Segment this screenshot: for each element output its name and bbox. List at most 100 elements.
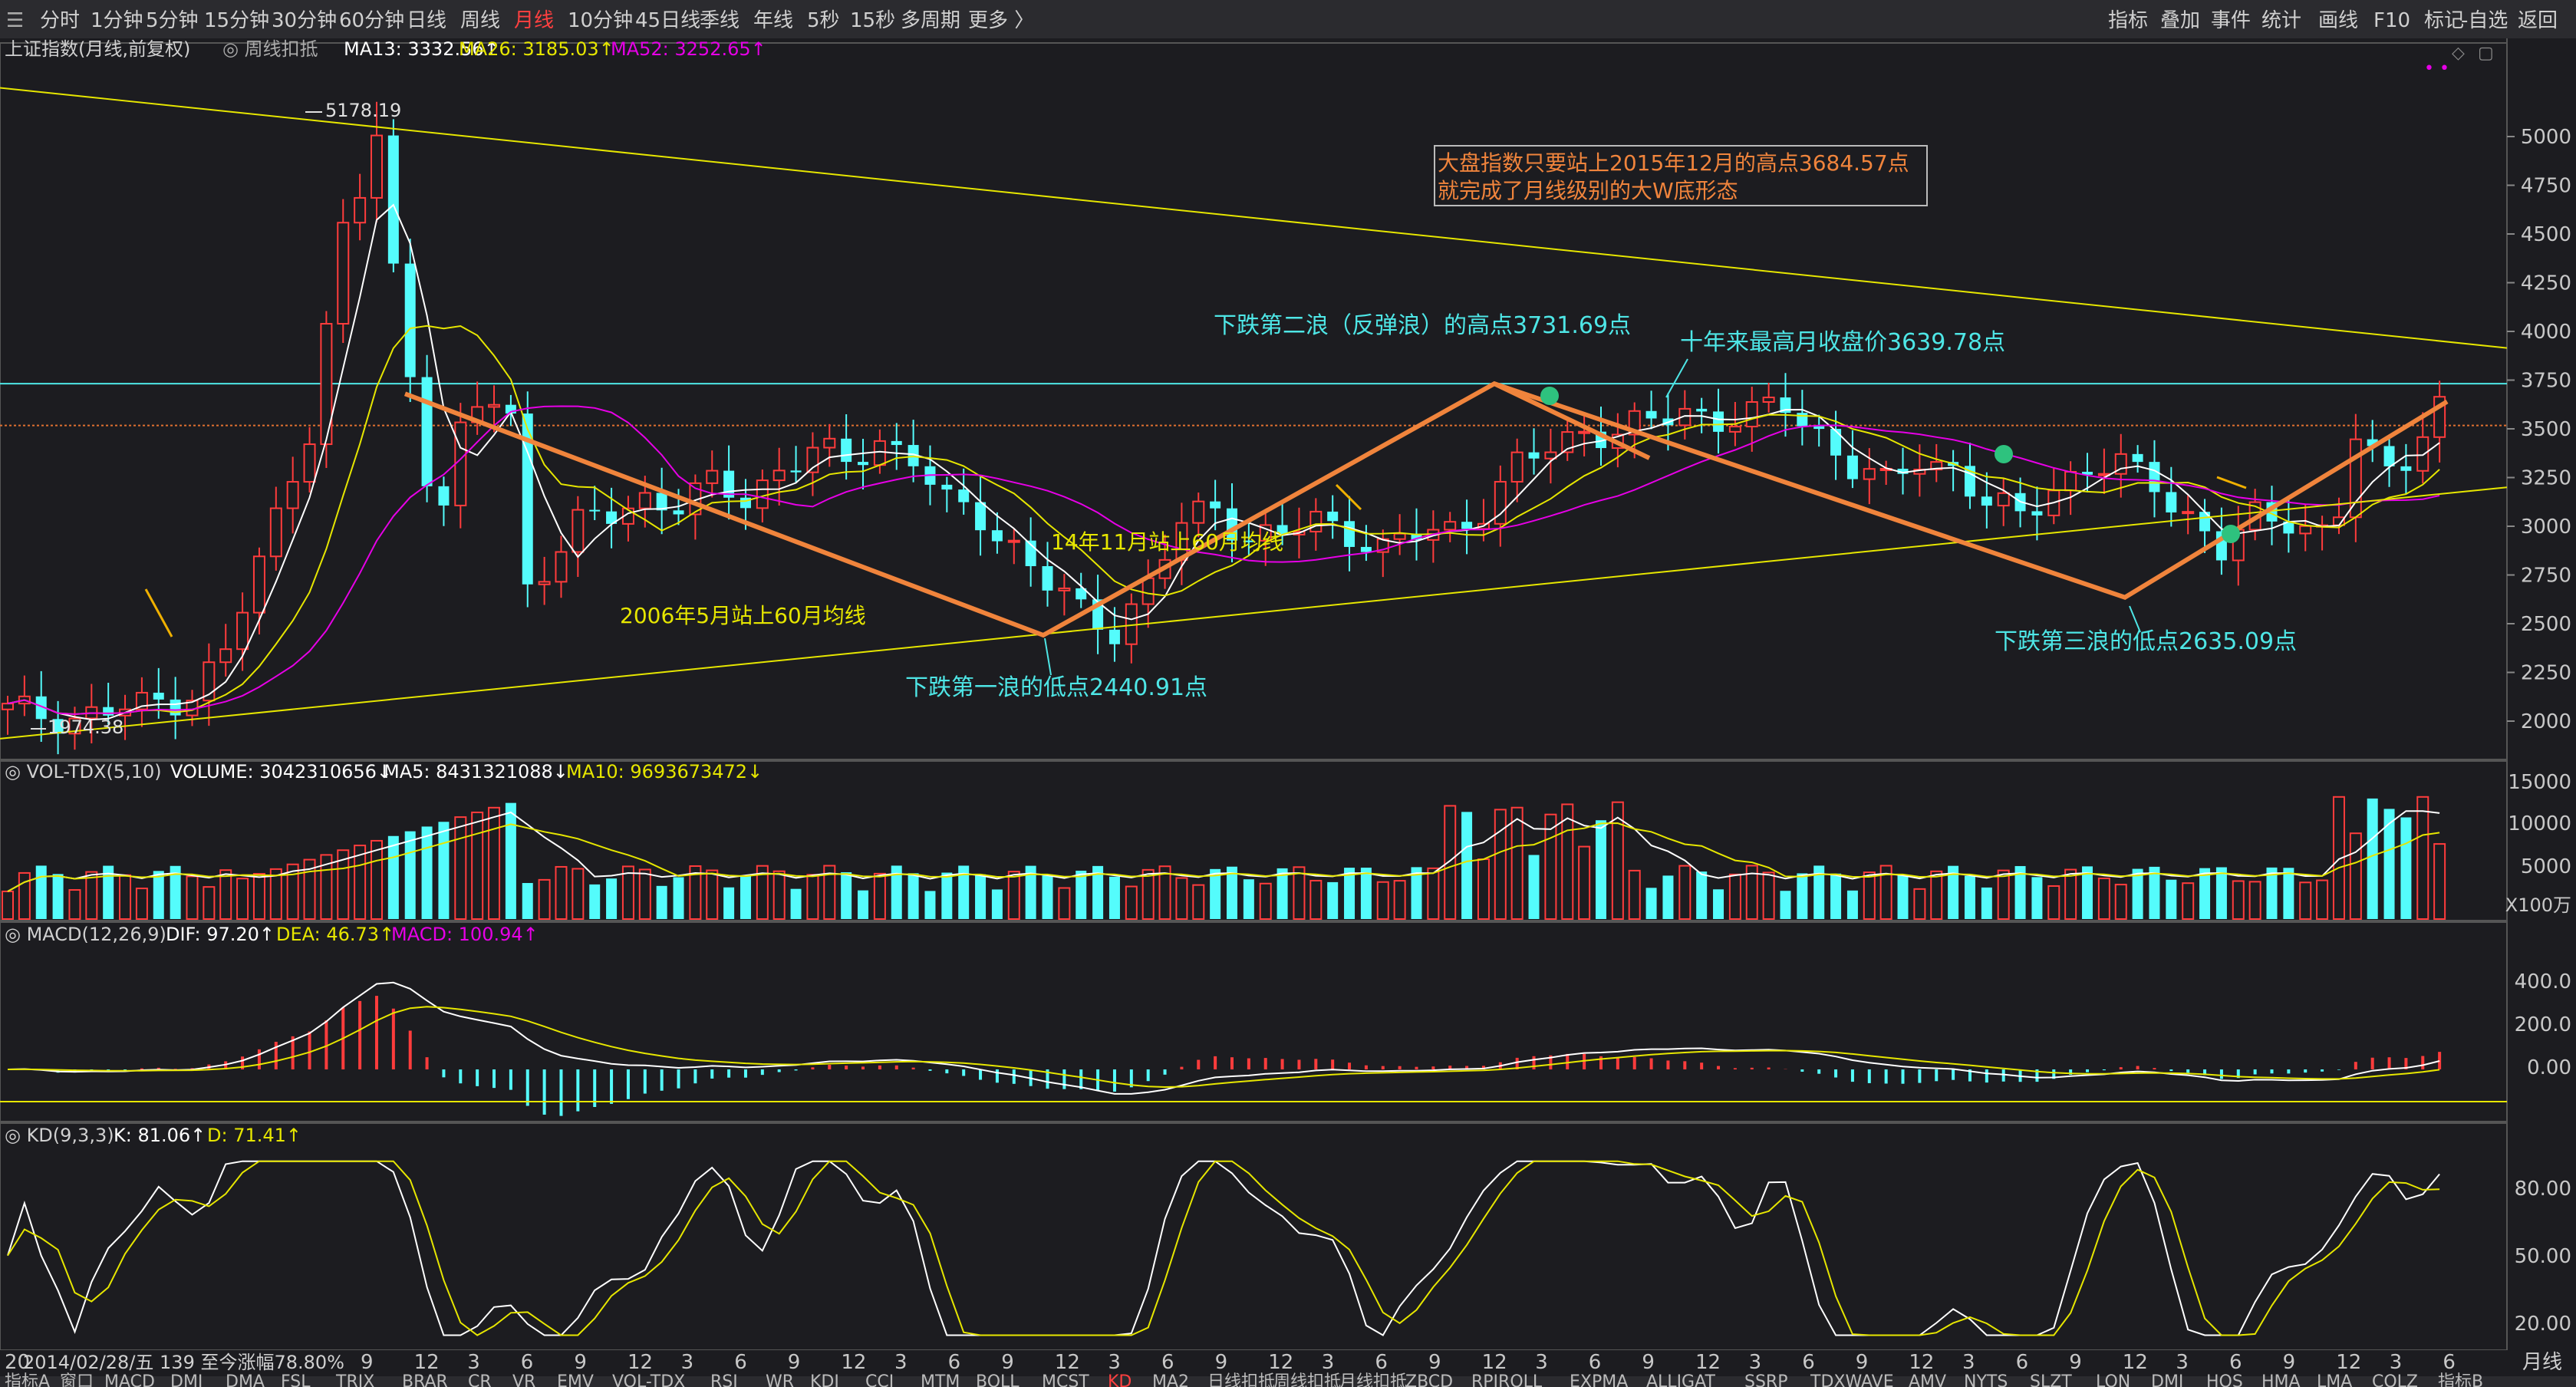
volume-bar <box>1678 865 1692 921</box>
candle-body <box>638 492 651 509</box>
period-tab[interactable]: 日线 <box>407 9 446 32</box>
candle-body <box>673 510 684 515</box>
period-tab[interactable]: 60分钟 <box>339 9 404 32</box>
period-tab[interactable]: 季线 <box>700 9 740 32</box>
toolbar-button[interactable]: F10 <box>2373 9 2410 32</box>
volume-bar <box>1042 875 1053 919</box>
indicator-tab[interactable]: SLZT <box>2030 1372 2072 1387</box>
indicator-tab[interactable]: 指标B <box>2438 1372 2483 1387</box>
x-tick-label: 3 <box>2390 1351 2403 1374</box>
volume-bar <box>1879 865 1892 920</box>
period-tab[interactable]: 30分钟 <box>272 9 337 32</box>
indicator-tab[interactable]: WR <box>766 1372 794 1387</box>
candle-body <box>1745 401 1758 428</box>
period-tab[interactable]: 年线 <box>753 9 793 32</box>
volume-bar <box>488 806 501 921</box>
indicator-tab[interactable]: DMI <box>170 1372 203 1387</box>
volume-bar <box>1344 868 1356 919</box>
indicator-tab[interactable]: RSI <box>710 1372 738 1387</box>
candle-body <box>1444 521 1457 531</box>
indicator-tab[interactable]: 指标A <box>5 1372 50 1387</box>
toolbar-button[interactable]: 统计 <box>2261 9 2301 32</box>
period-tab[interactable]: 更多 〉 <box>968 9 1034 32</box>
indicator-tab[interactable]: EXPMA <box>1570 1372 1628 1387</box>
indicator-tab[interactable]: FSL <box>281 1372 311 1387</box>
indicator-tab[interactable]: CR <box>468 1372 492 1387</box>
toolbar-button[interactable]: 标记 <box>2424 9 2464 32</box>
period-tab[interactable]: 45日线 <box>635 9 700 32</box>
volume-bar <box>18 871 31 921</box>
volume-bar <box>1227 866 1237 919</box>
period-tab[interactable]: 1分钟 <box>91 9 143 32</box>
indicator-tab[interactable]: BOLL <box>976 1372 1020 1387</box>
volume-bar <box>1544 813 1557 920</box>
indicator-tab[interactable]: KD <box>1108 1372 1132 1387</box>
period-tab[interactable]: 分时 <box>40 9 80 32</box>
toolbar-button[interactable]: -自选 <box>2461 9 2508 32</box>
indicator-tab[interactable]: LMA <box>2317 1372 2352 1387</box>
indicator-tab[interactable]: ALLIGAT <box>1646 1372 1715 1387</box>
indicator-tab[interactable]: VOL-TDX <box>612 1372 685 1387</box>
toolbar-button[interactable]: 指标 <box>2108 9 2148 32</box>
volume-bar <box>673 877 684 919</box>
candle-body <box>1243 540 1254 542</box>
indicator-tab[interactable]: TDXWAVE <box>1810 1372 1894 1387</box>
indicator-tab[interactable]: VR <box>512 1372 535 1387</box>
indicator-tab[interactable]: HMA <box>2261 1372 2301 1387</box>
x-tick-label: 6 <box>1375 1351 1388 1374</box>
period-tab[interactable]: 10分钟 <box>568 9 633 32</box>
indicator-tab[interactable]: ZBCD <box>1405 1372 1453 1387</box>
indicator-tab[interactable]: MA2 <box>1152 1372 1189 1387</box>
volume-bar <box>1007 871 1020 921</box>
indicator-tab[interactable]: 日线扣抵 <box>1207 1372 1275 1387</box>
indicator-tab[interactable]: DMA <box>226 1372 265 1387</box>
volume-bar <box>1210 868 1221 919</box>
indicator-tab[interactable]: COLZ <box>2372 1372 2418 1387</box>
period-tab[interactable]: 月线 <box>514 9 554 32</box>
indicator-tab[interactable]: 周线扣抵 <box>1273 1372 1341 1387</box>
volume-bar <box>1745 865 1758 921</box>
indicator-tab[interactable]: MTM <box>921 1372 960 1387</box>
indicator-tab[interactable]: DMI <box>2151 1372 2183 1387</box>
ma52-line <box>7 405 2440 716</box>
volume-bar <box>1092 865 1104 919</box>
indicator-tab[interactable]: MCST <box>1042 1372 1089 1387</box>
candle-body <box>2283 521 2294 534</box>
indicator-tab[interactable]: 窗口 <box>60 1372 94 1387</box>
x-tick-label: 6 <box>2016 1351 2029 1374</box>
period-tab[interactable]: 5秒 <box>807 9 840 32</box>
toolbar-button[interactable]: 画线 <box>2318 9 2358 32</box>
toolbar-button[interactable]: 事件 <box>2211 9 2251 32</box>
indicator-tab[interactable]: BRAR <box>402 1372 448 1387</box>
indicator-tab[interactable]: SSRP <box>1744 1372 1787 1387</box>
candle-body <box>873 440 886 466</box>
indicator-tab[interactable]: AMV <box>1909 1372 1946 1387</box>
toolbar-button[interactable]: 叠加 <box>2160 9 2200 32</box>
indicator-tab[interactable]: TRIX <box>335 1372 374 1387</box>
period-tab[interactable]: 15秒 <box>850 9 895 32</box>
volume-bar <box>1175 877 1188 920</box>
indicator-tab[interactable]: LON <box>2096 1372 2130 1387</box>
dots-icon: • • <box>2424 59 2449 78</box>
indicator-tab[interactable]: RPIROLL <box>1471 1372 1543 1387</box>
volume-bar <box>1444 805 1457 921</box>
indicator-tab[interactable]: EMV <box>557 1372 594 1387</box>
indicator-tab[interactable]: CCI <box>865 1372 894 1387</box>
indicator-tab[interactable]: KDJ <box>810 1372 839 1387</box>
indicator-tab[interactable]: HOS <box>2206 1372 2243 1387</box>
volume-bar <box>1981 887 1992 919</box>
indicator-tab[interactable]: 月线扣抵 <box>1339 1372 1407 1387</box>
indicator-tab[interactable]: MACD <box>104 1372 155 1387</box>
volume-bar <box>1628 869 1641 920</box>
period-tab[interactable]: 5分钟 <box>146 9 199 32</box>
period-tab[interactable]: 周线 <box>460 9 500 32</box>
window-control-icons[interactable]: ◇ ▢ • • <box>2424 44 2494 78</box>
period-tab[interactable]: 多周期 <box>901 9 960 32</box>
toolbar-button[interactable]: 返回 <box>2518 9 2558 32</box>
candle-body <box>2383 446 2395 466</box>
toolbar-right[interactable]: 指标 叠加 事件 统计 画线 F10 标记-自选 返回 <box>2108 9 2558 32</box>
candle-body <box>421 377 433 486</box>
period-tab[interactable]: 15分钟 <box>204 9 269 32</box>
indicator-tab[interactable]: NYTS <box>1964 1372 2008 1387</box>
